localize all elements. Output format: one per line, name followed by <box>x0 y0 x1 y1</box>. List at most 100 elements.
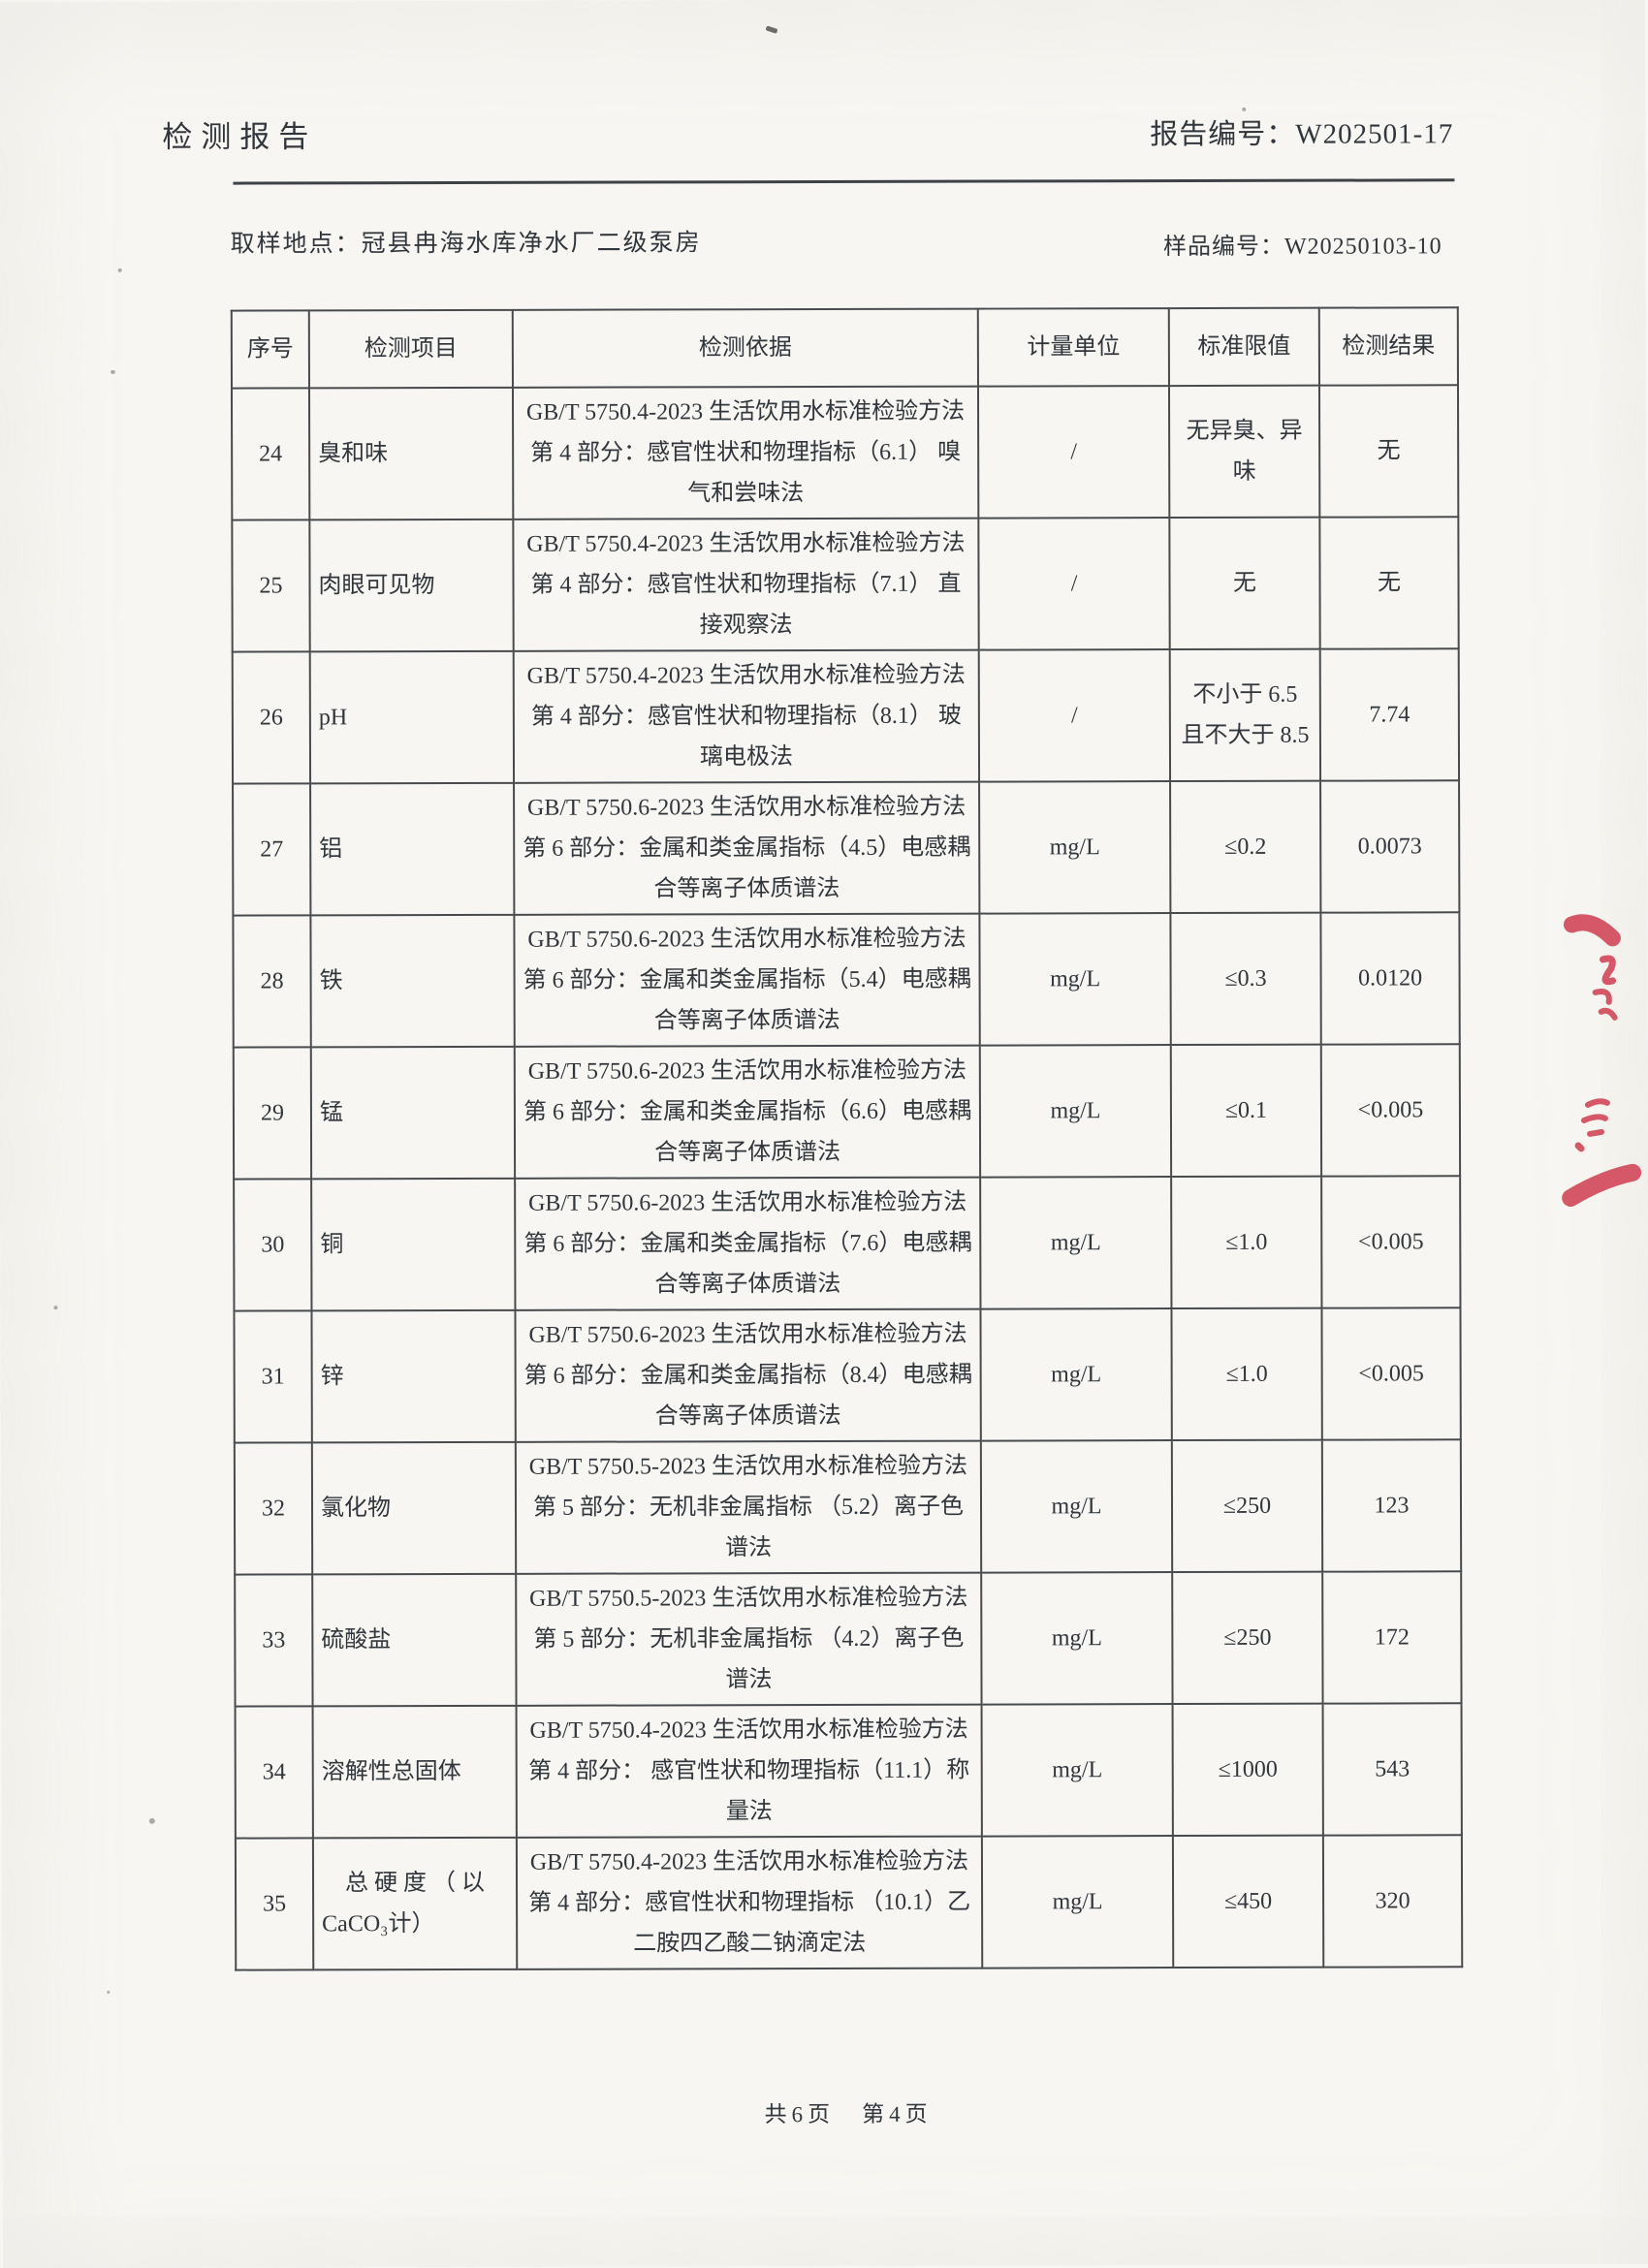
scan-speck <box>107 1990 111 1994</box>
scan-speck <box>117 268 122 272</box>
header-divider <box>233 178 1455 185</box>
column-header-unit: 计量单位 <box>977 308 1169 387</box>
test-basis-cell: GB/T 5750.6-2023 生活饮用水标准检验方法 第 6 部分：金属和类… <box>514 781 980 915</box>
limit-cell: ≤0.1 <box>1170 1044 1322 1178</box>
table-row: 31 锌 GB/T 5750.6-2023 生活饮用水标准检验方法 第 6 部分… <box>234 1307 1461 1443</box>
result-cell: <0.005 <box>1321 1307 1461 1440</box>
result-cell: 7.74 <box>1319 648 1460 781</box>
result-cell: 无 <box>1319 517 1459 649</box>
result-cell: <0.005 <box>1320 1044 1461 1177</box>
unit-cell: mg/L <box>979 781 1171 914</box>
table-row: 29 锰 GB/T 5750.6-2023 生活饮用水标准检验方法 第 6 部分… <box>233 1044 1461 1180</box>
column-header-item: 检测项目 <box>308 309 513 389</box>
page-title: 检测报告 <box>162 119 318 154</box>
row-number-cell: 24 <box>231 388 310 520</box>
report-number-line: 报告编号：W202501-17 <box>1150 110 1453 152</box>
row-number-cell: 28 <box>233 915 311 1048</box>
limit-cell: ≤1.0 <box>1171 1307 1322 1441</box>
unit-cell: mg/L <box>979 913 1171 1046</box>
table-header-row: 序号 检测项目 检测依据 计量单位 标准限值 检测结果 <box>231 307 1458 389</box>
column-header-no: 序号 <box>231 310 309 389</box>
unit-cell: mg/L <box>981 1836 1174 1969</box>
row-number-cell: 26 <box>232 651 311 784</box>
test-item-cell: 铁 <box>310 914 515 1048</box>
result-cell: 0.0120 <box>1320 912 1460 1045</box>
limit-cell: ≤1000 <box>1172 1703 1323 1837</box>
test-basis-cell: GB/T 5750.5-2023 生活饮用水标准检验方法 第 5 部分：无机非金… <box>515 1440 982 1574</box>
column-header-limit: 标准限值 <box>1168 307 1319 387</box>
result-cell: 无 <box>1318 385 1459 518</box>
result-cell: 320 <box>1322 1835 1463 1968</box>
row-number-cell: 25 <box>232 520 310 652</box>
column-header-basis: 检测依据 <box>512 308 978 388</box>
test-item-cell: 总 硬 度 （ 以 CaCO₃计） <box>312 1837 518 1970</box>
table-row: 27 铝 GB/T 5750.6-2023 生活饮用水标准检验方法 第 6 部分… <box>233 780 1460 916</box>
result-cell: 0.0073 <box>1320 780 1460 913</box>
row-number-cell: 27 <box>233 783 311 916</box>
test-basis-cell: GB/T 5750.5-2023 生活饮用水标准检验方法 第 5 部分：无机非金… <box>516 1572 982 1706</box>
test-item-cell: 铝 <box>310 782 515 916</box>
test-basis-cell: GB/T 5750.6-2023 生活饮用水标准检验方法 第 6 部分：金属和类… <box>514 913 980 1047</box>
test-item-cell: 锌 <box>311 1309 516 1443</box>
test-item-cell: 氯化物 <box>311 1441 517 1575</box>
sampling-location-label: 取样地点： <box>230 231 362 258</box>
sample-number-value: W20250103-10 <box>1284 234 1442 260</box>
unit-cell: / <box>978 649 1171 782</box>
scan-speck <box>1242 107 1247 111</box>
table-row: 34 溶解性总固体 GB/T 5750.4-2023 生活饮用水标准检验方法 第… <box>235 1703 1462 1839</box>
limit-cell: ≤450 <box>1172 1835 1324 1969</box>
sample-number-line: 样品编号：W20250103-10 <box>1163 226 1442 261</box>
row-number-cell: 29 <box>233 1047 312 1180</box>
test-basis-cell: GB/T 5750.4-2023 生活饮用水标准检验方法 第 4 部分： 感官性… <box>516 1704 982 1838</box>
table-row: 25 肉眼可见物 GB/T 5750.4-2023 生活饮用水标准检验方法 第 … <box>232 517 1459 652</box>
sampling-location-value: 冠县冉海水库净水厂二级泵房 <box>361 230 702 258</box>
unit-cell: mg/L <box>980 1440 1173 1573</box>
page-footer: 共6页 第4页 <box>764 2101 933 2127</box>
test-basis-cell: GB/T 5750.6-2023 生活饮用水标准检验方法 第 6 部分：金属和类… <box>515 1308 981 1442</box>
unit-cell: mg/L <box>980 1308 1172 1441</box>
scan-speck <box>148 1817 155 1824</box>
red-seal-fragment-icon <box>1563 914 1621 1021</box>
limit-cell: 无 <box>1169 517 1320 650</box>
scan-smudge <box>765 25 778 34</box>
test-basis-cell: GB/T 5750.4-2023 生活饮用水标准检验方法 第 4 部分：感官性状… <box>513 518 979 651</box>
limit-cell: ≤250 <box>1172 1571 1323 1705</box>
test-item-cell: 肉眼可见物 <box>309 519 514 652</box>
unit-cell: / <box>977 386 1170 519</box>
red-seal-fragment-icon <box>1562 1098 1642 1207</box>
test-basis-cell: GB/T 5750.6-2023 生活饮用水标准检验方法 第 6 部分：金属和类… <box>514 1045 981 1179</box>
table-row: 24 臭和味 GB/T 5750.4-2023 生活饮用水标准检验方法 第 4 … <box>231 385 1459 520</box>
limit-cell: 无异臭、异味 <box>1168 385 1320 519</box>
result-cell: 172 <box>1322 1571 1462 1704</box>
sampling-location-line: 取样地点：冠县冉海水库净水厂二级泵房 <box>231 223 702 259</box>
test-basis-cell: GB/T 5750.4-2023 生活饮用水标准检验方法 第 4 部分：感官性状… <box>513 649 980 783</box>
row-number-cell: 33 <box>235 1574 313 1707</box>
limit-cell: ≤0.2 <box>1170 780 1321 914</box>
table-row: 26 pH GB/T 5750.4-2023 生活饮用水标准检验方法 第 4 部… <box>232 648 1460 784</box>
results-table: 序号 检测项目 检测依据 计量单位 标准限值 检测结果 24 臭和味 GB/T … <box>231 306 1463 1970</box>
test-basis-cell: GB/T 5750.4-2023 生活饮用水标准检验方法 第 4 部分：感官性状… <box>512 386 979 520</box>
test-item-cell: 锰 <box>310 1046 516 1180</box>
table-row: 35 总 硬 度 （ 以 CaCO₃计） GB/T 5750.4-2023 生活… <box>235 1835 1463 1970</box>
unit-cell: mg/L <box>980 1177 1172 1309</box>
limit-cell: ≤0.3 <box>1170 912 1321 1046</box>
test-item-cell: 铜 <box>311 1178 516 1311</box>
unit-cell: / <box>978 518 1170 650</box>
unit-cell: mg/L <box>979 1045 1172 1178</box>
table-row: 28 铁 GB/T 5750.6-2023 生活饮用水标准检验方法 第 6 部分… <box>233 912 1460 1048</box>
row-number-cell: 34 <box>235 1706 313 1839</box>
test-item-cell: 臭和味 <box>308 387 514 520</box>
row-number-cell: 31 <box>234 1310 312 1443</box>
limit-cell: ≤1.0 <box>1171 1176 1322 1309</box>
test-basis-cell: GB/T 5750.4-2023 生活饮用水标准检验方法 第 4 部分：感官性状… <box>516 1836 983 1969</box>
test-item-cell: 溶解性总固体 <box>312 1705 517 1839</box>
scan-speck <box>110 369 115 374</box>
unit-cell: mg/L <box>981 1572 1173 1705</box>
test-item-cell: 硫酸盐 <box>312 1573 517 1707</box>
row-number-cell: 30 <box>234 1179 312 1311</box>
result-cell: <0.005 <box>1321 1176 1461 1308</box>
test-basis-cell: GB/T 5750.6-2023 生活饮用水标准检验方法 第 6 部分：金属和类… <box>515 1177 981 1310</box>
test-item-cell: pH <box>309 650 515 784</box>
row-number-cell: 32 <box>234 1442 313 1575</box>
